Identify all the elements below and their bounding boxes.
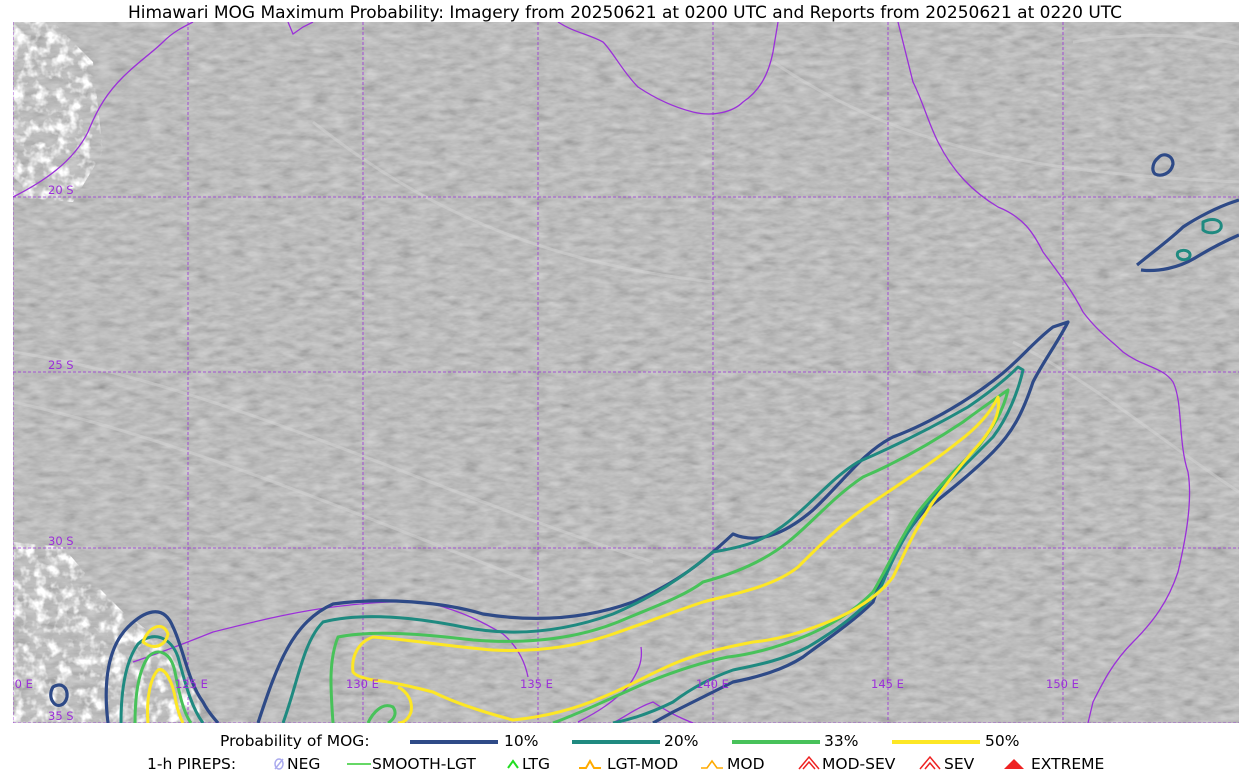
legend-label-10: 10% bbox=[504, 732, 539, 750]
legend-line-33 bbox=[732, 740, 820, 744]
pirep-label-mod-sev: MOD-SEV bbox=[822, 755, 896, 773]
mog-contour-10 bbox=[49, 153, 1239, 723]
probability-legend-label: Probability of MOG: bbox=[220, 732, 370, 750]
neg-icon bbox=[274, 758, 284, 770]
legend-label-50: 50% bbox=[985, 732, 1020, 750]
coastline bbox=[13, 22, 1191, 723]
lat-label-30s: 30 S bbox=[48, 534, 74, 548]
lat-label-25s: 25 S bbox=[48, 358, 74, 372]
pirep-legend-label: 1-h PIREPS: bbox=[147, 755, 237, 773]
pirep-legend: 1-h PIREPS: NEG SMOOTH-LGT LTG LGT-MOD M… bbox=[0, 753, 1250, 775]
lon-label-120e: 120 E bbox=[13, 677, 33, 691]
legend-label-20: 20% bbox=[664, 732, 699, 750]
graticule bbox=[13, 22, 1239, 723]
lat-label-35s: 35 S bbox=[48, 709, 74, 723]
lon-label-145e: 145 E bbox=[871, 677, 904, 691]
pirep-label-mod: MOD bbox=[727, 755, 765, 773]
mog-contour-33 bbox=[133, 388, 1010, 723]
legend: Probability of MOG: 10% 20% 33% 50% 1-h … bbox=[0, 730, 1250, 782]
smooth-lgt-icon bbox=[347, 763, 371, 765]
sev-icon bbox=[919, 755, 941, 770]
pirep-label-smooth-lgt: SMOOTH-LGT bbox=[372, 755, 476, 773]
lon-label-135e: 135 E bbox=[520, 677, 553, 691]
legend-label-33: 33% bbox=[824, 732, 859, 750]
pirep-label-lgt-mod: LGT-MOD bbox=[607, 755, 679, 773]
mog-contour-50 bbox=[141, 395, 1001, 723]
lon-label-125e: 125 E bbox=[175, 677, 208, 691]
probability-legend: Probability of MOG: 10% 20% 33% 50% bbox=[0, 730, 1250, 752]
extreme-icon bbox=[1004, 759, 1024, 769]
mod-sev-icon bbox=[798, 755, 820, 770]
lat-label-20s: 20 S bbox=[48, 183, 74, 197]
ltg-icon bbox=[507, 759, 519, 769]
lgt-mod-icon bbox=[579, 758, 601, 769]
pirep-label-extreme: EXTREME bbox=[1031, 755, 1105, 773]
satellite-map: 20 S 25 S 30 S 35 S 120 E 125 E 130 E 13… bbox=[13, 22, 1239, 723]
lon-label-140e: 140 E bbox=[696, 677, 729, 691]
legend-line-20 bbox=[572, 740, 660, 744]
mog-contour-20 bbox=[119, 218, 1223, 723]
pirep-label-sev: SEV bbox=[944, 755, 975, 773]
pirep-label-ltg: LTG bbox=[522, 755, 550, 773]
pirep-label-neg: NEG bbox=[287, 755, 321, 773]
lon-label-130e: 130 E bbox=[346, 677, 379, 691]
map-title: Himawari MOG Maximum Probability: Imager… bbox=[127, 3, 1123, 23]
lon-label-150e: 150 E bbox=[1046, 677, 1079, 691]
legend-line-10 bbox=[410, 740, 498, 744]
legend-line-50 bbox=[892, 740, 980, 744]
mod-icon bbox=[701, 759, 723, 769]
